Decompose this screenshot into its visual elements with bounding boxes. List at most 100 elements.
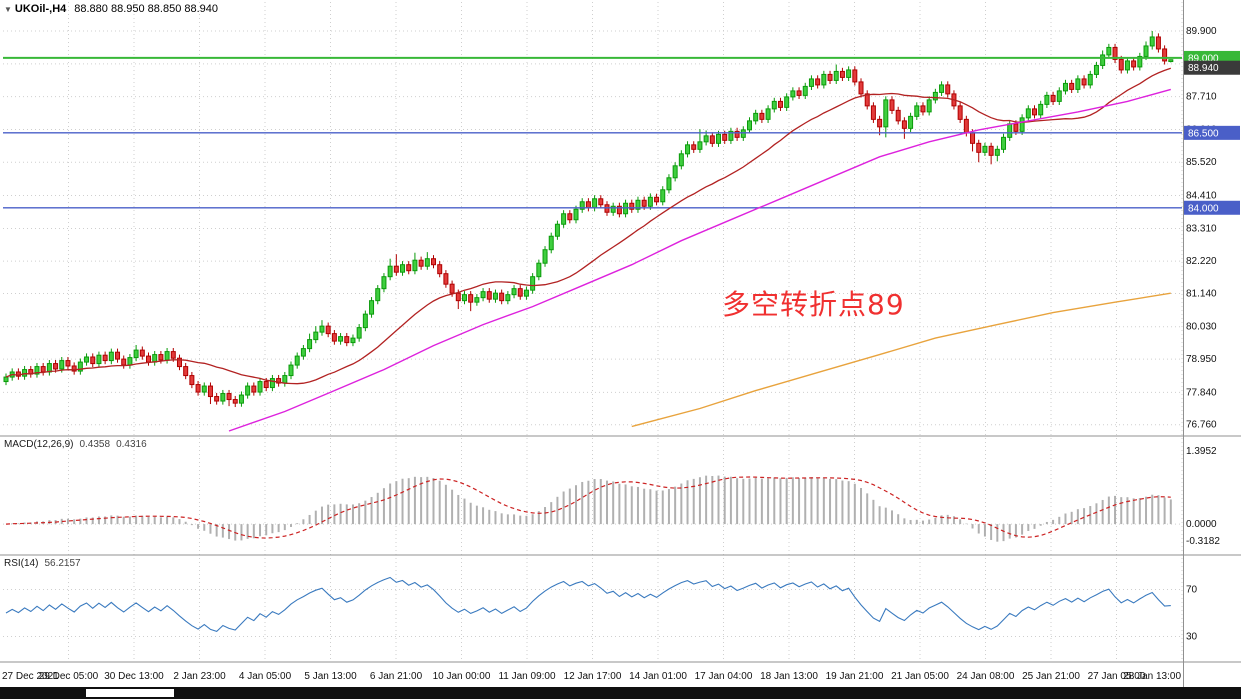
candle-down (691, 144, 697, 150)
candle-down (920, 105, 926, 113)
candle-down (455, 292, 461, 302)
candle-up (697, 141, 703, 150)
svg-text:1.3952: 1.3952 (1186, 446, 1217, 457)
candle-up (672, 165, 678, 179)
candle-up (623, 202, 629, 215)
candle-up (34, 366, 40, 375)
candle-down (895, 109, 901, 122)
candle-down (146, 355, 152, 363)
svg-text:88.940: 88.940 (1188, 63, 1219, 74)
price-axis[interactable]: 89.90088.80087.71086.61085.52084.41083.3… (1184, 26, 1240, 431)
svg-text:89.900: 89.900 (1186, 26, 1217, 37)
candle-up (1025, 108, 1031, 119)
candle-down (517, 288, 523, 297)
candle-up (802, 85, 808, 96)
candle-down (189, 375, 195, 386)
svg-text:5 Jan 13:00: 5 Jan 13:00 (304, 671, 357, 682)
candle-up (307, 339, 313, 350)
candle-down (970, 132, 976, 144)
candle-up (536, 262, 542, 278)
candle-up (84, 356, 90, 363)
candle-down (629, 202, 635, 210)
macd-signal-line (5, 476, 1171, 539)
candle-up (375, 288, 381, 302)
svg-text:24 Jan 08:00: 24 Jan 08:00 (957, 671, 1015, 682)
svg-text:30: 30 (1186, 632, 1198, 643)
candle-up (740, 129, 746, 138)
candle-down (170, 351, 176, 359)
svg-text:84.000: 84.000 (1188, 203, 1219, 214)
candle-down (877, 118, 883, 128)
macd-histogram (11, 475, 1172, 542)
candle-down (1112, 46, 1118, 60)
candle-down (1131, 60, 1137, 68)
candle-down (53, 363, 59, 370)
scrollbar[interactable] (0, 687, 1241, 699)
candle-up (108, 351, 114, 362)
macd-main-value: 0.4358 (79, 439, 111, 450)
candle-down (486, 291, 492, 300)
svg-text:-0.3182: -0.3182 (1186, 536, 1220, 547)
candle-down (139, 349, 145, 357)
candle-down (418, 259, 424, 267)
candle-down (344, 336, 350, 344)
rsi-indicator-name: RSI(14) (4, 558, 39, 569)
candle-down (1081, 78, 1087, 86)
svg-text:87.710: 87.710 (1186, 92, 1217, 103)
candle-down (1050, 94, 1056, 102)
svg-text:17 Jan 04:00: 17 Jan 04:00 (695, 671, 753, 682)
symbol-dropdown-icon[interactable]: ▼ (4, 5, 12, 14)
candle-up (765, 108, 771, 120)
rsi-line (5, 576, 1171, 633)
chart-title-bar: ▼ UKOil-,H4 88.880 88.950 88.850 88.940 (4, 3, 218, 15)
candle-down (226, 393, 232, 401)
candle-down (976, 142, 982, 153)
candle-up (592, 198, 598, 209)
candle-down (331, 333, 337, 342)
candle-up (685, 144, 691, 155)
candle-up (1044, 94, 1050, 105)
rsi-pane-label: RSI(14) 56.2157 (4, 558, 81, 569)
indicator-axis[interactable]: 1.3952 0.0000 -0.3182 70 30 (1186, 446, 1220, 643)
candle-down (722, 133, 728, 141)
candle-down (585, 201, 591, 209)
hline-layer[interactable] (3, 56, 1182, 209)
candle-up (1001, 136, 1007, 150)
candle-up (703, 135, 709, 143)
candle-down (759, 112, 765, 120)
candle-down (263, 381, 269, 389)
candle-down (232, 399, 238, 404)
scrollbar-thumb[interactable] (86, 689, 174, 697)
candle-up (480, 291, 486, 299)
candle-down (437, 264, 443, 275)
candle-down (839, 70, 845, 78)
svg-text:76.760: 76.760 (1186, 420, 1217, 431)
candle-up (994, 148, 1000, 156)
candle-up (548, 235, 554, 251)
svg-text:82.220: 82.220 (1186, 256, 1217, 267)
candle-up (362, 313, 368, 329)
candle-down (957, 105, 963, 120)
candle-up (282, 375, 288, 384)
candle-up (96, 354, 102, 365)
candle-up (1149, 36, 1155, 47)
candle-up (932, 91, 938, 101)
candle-up (1143, 45, 1149, 57)
candle-down (71, 365, 77, 372)
macd-indicator-name: MACD(12,26,9) (4, 439, 74, 450)
candle-up (350, 337, 356, 344)
candle-up (356, 327, 362, 339)
candle-down (616, 205, 622, 215)
candle-up (753, 112, 759, 122)
candle-up (542, 249, 548, 264)
candle-up (635, 199, 641, 210)
svg-text:81.140: 81.140 (1186, 288, 1217, 299)
candle-up (647, 196, 653, 207)
candle-up (245, 385, 251, 396)
candle-up (1100, 54, 1106, 66)
candle-up (790, 90, 796, 98)
candle-up (424, 258, 430, 267)
